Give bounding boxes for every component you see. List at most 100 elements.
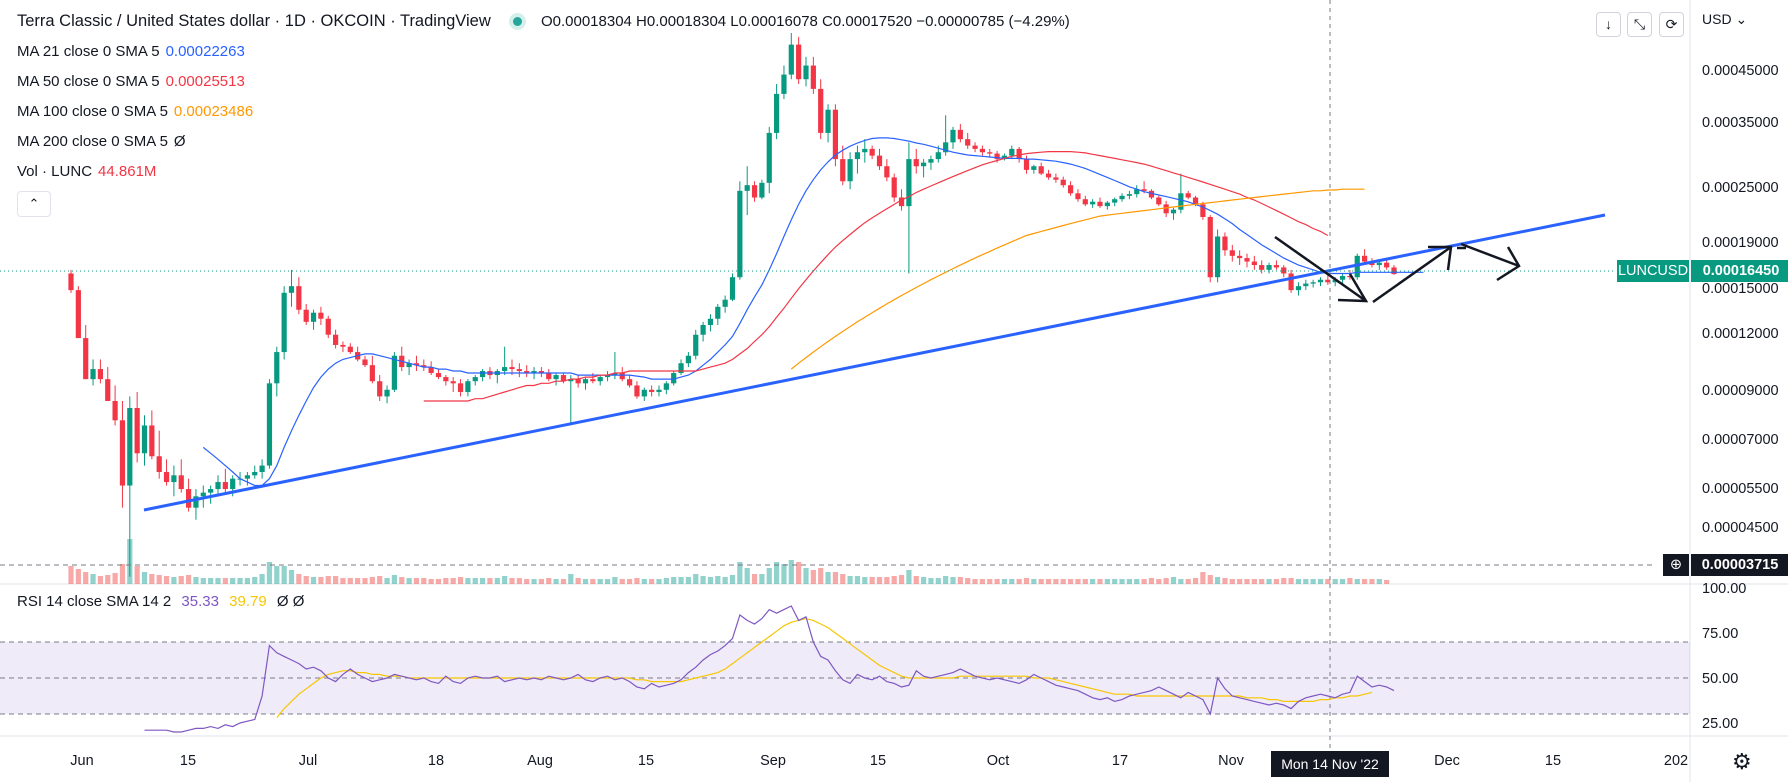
time-tick-label: 15 [870, 753, 886, 769]
candle-body [634, 385, 640, 397]
volume-bar [355, 578, 361, 584]
time-tick-label: Jul [299, 753, 318, 769]
candle-body [428, 367, 434, 374]
add-alert-icon[interactable]: ⊕ [1663, 554, 1689, 576]
volume-bar [1259, 579, 1265, 584]
candle-body [1097, 201, 1103, 207]
legend-volume[interactable]: Vol · LUNC 44.861M [17, 163, 157, 180]
volume-bar [619, 579, 625, 584]
volume-bar [1038, 579, 1044, 584]
collapse-legend-button[interactable]: ⌃ [17, 191, 51, 217]
volume-bar [83, 572, 89, 584]
volume-bar [163, 576, 170, 584]
volume-bar [171, 577, 177, 584]
volume-bar [399, 577, 405, 584]
volume-bar [303, 576, 309, 584]
legend-volume-value: 44.861M [98, 163, 157, 180]
volume-bar [965, 578, 971, 584]
maximize-button[interactable]: ⤡ [1627, 12, 1652, 37]
time-tick-label: 17 [1112, 753, 1128, 769]
candle-body [340, 344, 346, 347]
candle-body [1134, 189, 1140, 195]
candle-body [884, 166, 890, 178]
candle-body [1281, 267, 1287, 274]
ma100-line [790, 188, 1365, 370]
candle-body [906, 159, 912, 207]
rsi-line [144, 605, 1395, 733]
volume-bar [1031, 579, 1037, 584]
candle-body [1185, 193, 1191, 198]
volume-bar [1097, 579, 1103, 584]
candle-body [700, 324, 706, 335]
volume-bar [1082, 579, 1088, 584]
candle-body [994, 153, 1000, 160]
candle-body [590, 379, 596, 382]
candle-body [987, 152, 993, 154]
volume-bar [266, 562, 273, 584]
candle-body [847, 159, 853, 182]
candle-body [156, 456, 162, 473]
candle-body [1156, 197, 1162, 205]
volume-bar [1273, 579, 1279, 584]
legend-ma50[interactable]: MA 50 close 0 SMA 5 0.00025513 [17, 73, 245, 90]
candle-body [744, 185, 750, 191]
rsi-value: 35.33 [181, 593, 219, 610]
rsi-tick-label: 75.00 [1702, 626, 1738, 642]
legend-ma100[interactable]: MA 100 close 0 SMA 5 0.00023486 [17, 103, 254, 120]
volume-bar [1295, 579, 1302, 584]
volume-bar [413, 578, 420, 584]
volume-bar [906, 570, 912, 584]
volume-bar [487, 578, 493, 584]
volume-bar [627, 579, 633, 584]
volume-bar [428, 579, 434, 584]
volume-bar [715, 576, 721, 584]
candle-body [597, 377, 603, 382]
candle-body [252, 472, 258, 476]
scroll-down-button[interactable]: ↓ [1596, 12, 1621, 37]
volume-bar [818, 568, 824, 584]
candle-body [560, 375, 567, 382]
trend-arrow-head [1337, 273, 1369, 303]
currency-selector[interactable]: USD ⌄ [1702, 11, 1748, 27]
price-tick-label: 0.00012000 [1702, 326, 1779, 342]
candle-body [862, 148, 868, 153]
volume-bar [759, 574, 765, 584]
volume-bar [1251, 579, 1257, 584]
candle-body [149, 425, 155, 457]
candle-body [134, 408, 140, 454]
legend-ma50-value: 0.00025513 [165, 73, 245, 90]
reset-button[interactable]: ⟳ [1659, 12, 1684, 37]
candle-body [369, 365, 375, 382]
volume-bar [1207, 575, 1213, 584]
candle-body [729, 277, 736, 300]
time-tick-label: Oct [987, 753, 1010, 769]
candle-body [1001, 155, 1008, 160]
candle-body [1325, 279, 1331, 283]
candle-body [509, 367, 515, 370]
volume-bar [1281, 578, 1287, 584]
candle-body [972, 145, 978, 149]
volume-bar [869, 577, 875, 584]
volume-bar [274, 566, 280, 584]
candle-body [97, 369, 103, 380]
volume-bar [472, 578, 478, 584]
rsi-legend[interactable]: RSI 14 close SMA 14 2 35.33 39.79 Ø Ø [17, 593, 305, 610]
time-tick-label: Aug [527, 753, 553, 769]
candle-body [1339, 275, 1346, 280]
legend-ma21[interactable]: MA 21 close 0 SMA 5 0.00022263 [17, 43, 245, 60]
candle-body [1082, 199, 1088, 205]
candle-body [1310, 282, 1316, 284]
volume-bar [656, 579, 662, 584]
volume-bar [1104, 579, 1110, 584]
candle-body [1031, 166, 1037, 170]
settings-gear-icon[interactable]: ⚙ [1732, 749, 1752, 774]
volume-bar [1369, 579, 1375, 584]
volume-bar [90, 574, 96, 584]
volume-bar [1310, 579, 1316, 584]
volume-bar [1060, 579, 1066, 584]
volume-bar [288, 570, 295, 584]
candle-body [347, 346, 353, 353]
volume-bar [854, 576, 861, 584]
